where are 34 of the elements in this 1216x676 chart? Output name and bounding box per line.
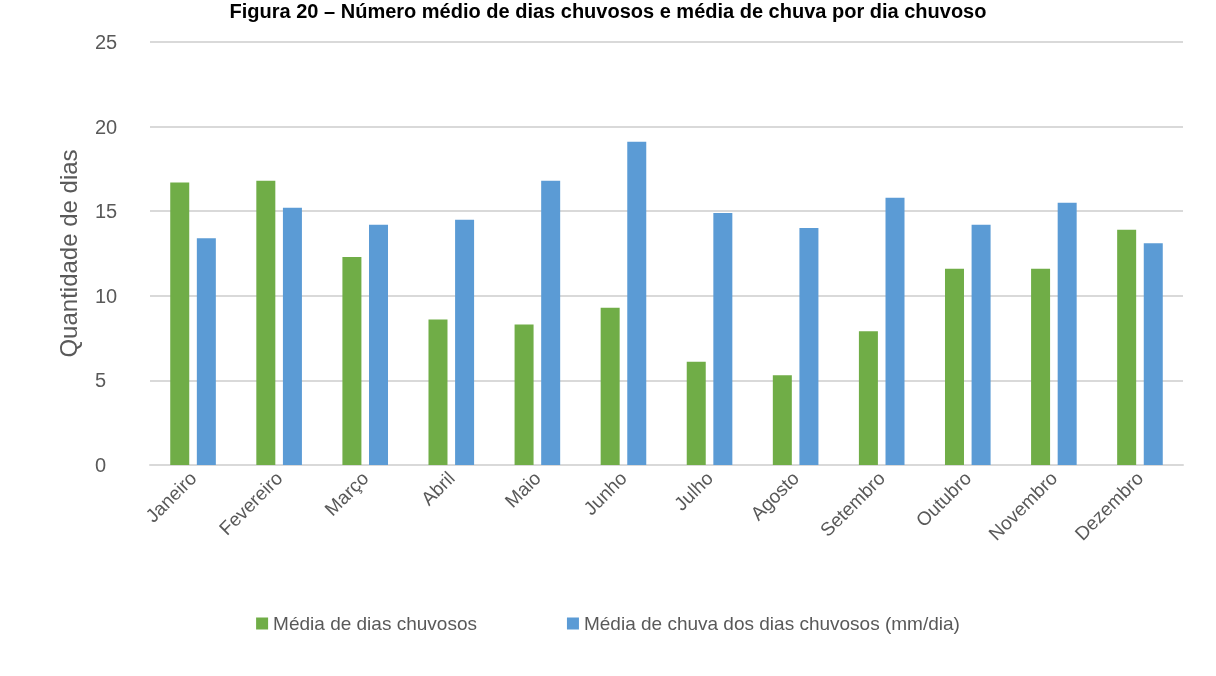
bar <box>686 361 706 465</box>
bar <box>713 212 733 465</box>
bar <box>170 182 190 465</box>
legend-label: Média de chuva dos dias chuvosos (mm/dia) <box>583 613 960 634</box>
bar <box>885 197 905 465</box>
y-tick-label: 15 <box>95 200 118 223</box>
bar <box>1057 202 1077 465</box>
bar <box>772 375 792 465</box>
bar <box>944 268 964 465</box>
y-tick-label: 20 <box>95 115 118 138</box>
bar <box>342 256 362 465</box>
chart-title: Figura 20 – Número médio de dias chuvosos e média de chuva por dia chuvoso <box>229 0 987 22</box>
bar <box>858 331 878 465</box>
y-tick-label: 0 <box>95 454 107 476</box>
bar <box>282 207 302 465</box>
bar <box>256 180 276 465</box>
y-axis-title: Quantidade de dias <box>54 149 82 358</box>
bar <box>600 307 620 465</box>
bar <box>799 228 819 465</box>
y-tick-label: 5 <box>95 369 107 392</box>
bar <box>428 319 448 465</box>
bar <box>627 141 647 465</box>
bar <box>541 180 561 465</box>
y-tick-label: 25 <box>95 31 118 53</box>
legend-label: Média de dias chuvosos <box>273 613 477 634</box>
bar <box>1117 229 1137 465</box>
y-tick-label: 10 <box>95 284 118 307</box>
bar <box>1031 268 1051 465</box>
bar <box>369 224 389 465</box>
bar <box>196 238 216 465</box>
bar <box>971 224 991 465</box>
bar <box>1143 243 1163 465</box>
bar <box>514 324 534 465</box>
bar <box>455 219 475 465</box>
